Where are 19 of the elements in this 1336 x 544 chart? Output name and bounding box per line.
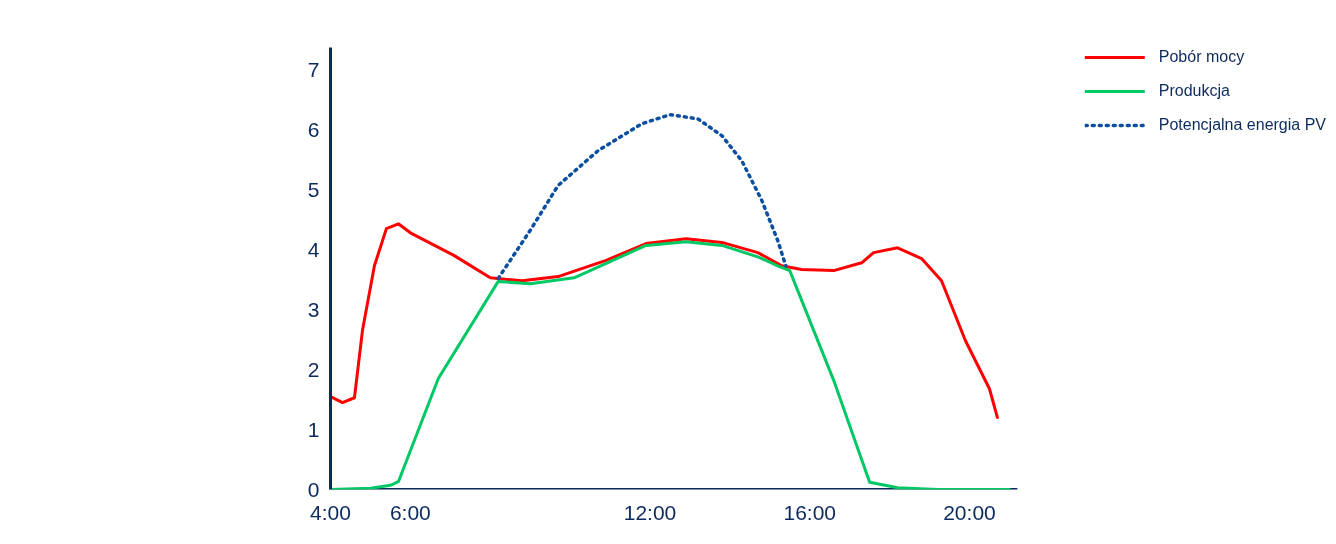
y-tick-label: 6 bbox=[307, 117, 320, 141]
x-tick-label: 20:00 bbox=[943, 500, 996, 524]
x-tick-label: 16:00 bbox=[783, 500, 837, 524]
y-tick-label: 7 bbox=[307, 57, 320, 81]
x-tick-label: 12:00 bbox=[623, 500, 677, 524]
x-tick-label: 6:00 bbox=[389, 500, 431, 524]
legend-label: Pobór mocy bbox=[1158, 48, 1245, 66]
y-tick-label: 4 bbox=[307, 237, 320, 261]
line-series bbox=[330, 222, 999, 420]
y-tick-label: 0 bbox=[307, 477, 320, 501]
line-series bbox=[330, 240, 1011, 490]
x-tick-label: 4:00 bbox=[310, 500, 351, 524]
y-tick-label: 1 bbox=[307, 417, 320, 441]
line-series bbox=[496, 112, 788, 281]
y-tick-label: 3 bbox=[307, 297, 320, 321]
legend-label: Potencjalna energia PV bbox=[1158, 116, 1326, 134]
legend-label: Produkcja bbox=[1158, 82, 1230, 100]
y-tick-label: 2 bbox=[307, 357, 320, 381]
y-tick-label: 5 bbox=[307, 177, 320, 201]
